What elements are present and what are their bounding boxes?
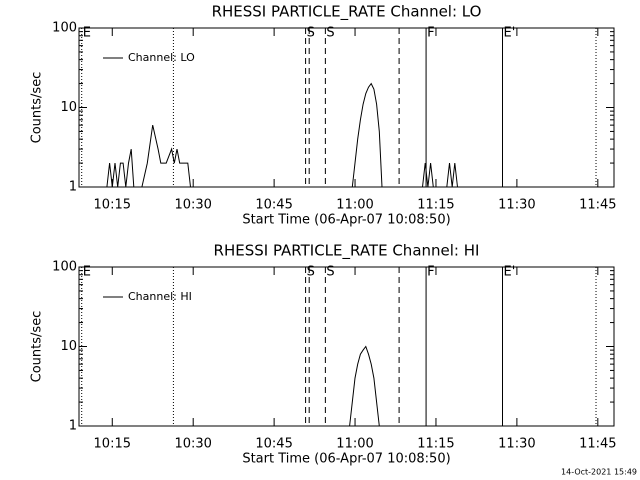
x-tick-label: 10:15 [94, 198, 131, 213]
y-tick-label: 100 [52, 260, 77, 275]
event-marker-label: S [326, 265, 334, 280]
x-tick-label: 10:45 [255, 198, 292, 213]
event-marker-label: E [83, 265, 91, 280]
x-tick-label: 11:30 [498, 198, 535, 213]
chart-title: RHESSI PARTICLE_RATE Channel: LO [212, 3, 482, 22]
y-axis-label: Counts/sec [30, 72, 45, 144]
x-tick-label: 11:15 [417, 437, 454, 452]
legend-label: Channel: HI [128, 290, 192, 303]
x-tick-label: 11:00 [336, 198, 373, 213]
event-marker-label: F [427, 26, 434, 41]
event-marker-label: E [83, 26, 91, 41]
x-tick-label: 10:15 [94, 437, 131, 452]
x-axis-label: Start Time (06-Apr-07 10:08:50) [242, 213, 450, 228]
x-axis-label: Start Time (06-Apr-07 10:08:50) [242, 452, 450, 467]
series-line [106, 82, 458, 188]
y-tick-label: 1 [69, 419, 77, 434]
x-tick-label: 11:45 [579, 198, 616, 213]
event-marker-label: S [307, 26, 315, 41]
x-tick-label: 11:15 [417, 198, 454, 213]
x-tick-label: 11:30 [498, 437, 535, 452]
chart-title: RHESSI PARTICLE_RATE Channel: HI [214, 242, 480, 261]
y-tick-label: 10 [60, 100, 77, 115]
event-marker-label: E' [504, 265, 516, 280]
series-line [349, 345, 380, 427]
y-axis-label: Counts/sec [30, 311, 45, 383]
event-marker-label: E' [504, 26, 516, 41]
footer-timestamp: 14-Oct-2021 15:49 [561, 468, 637, 477]
x-tick-label: 11:00 [336, 437, 373, 452]
event-marker-label: S [307, 265, 315, 280]
y-tick-label: 1 [69, 180, 77, 195]
event-marker-label: F [427, 265, 434, 280]
x-tick-label: 10:30 [174, 198, 211, 213]
y-tick-label: 10 [60, 339, 77, 354]
x-tick-label: 10:30 [174, 437, 211, 452]
y-tick-label: 100 [52, 21, 77, 36]
event-marker-label: S [326, 26, 334, 41]
x-tick-label: 11:45 [579, 437, 616, 452]
legend-label: Channel: LO [128, 51, 195, 64]
x-tick-label: 10:45 [255, 437, 292, 452]
